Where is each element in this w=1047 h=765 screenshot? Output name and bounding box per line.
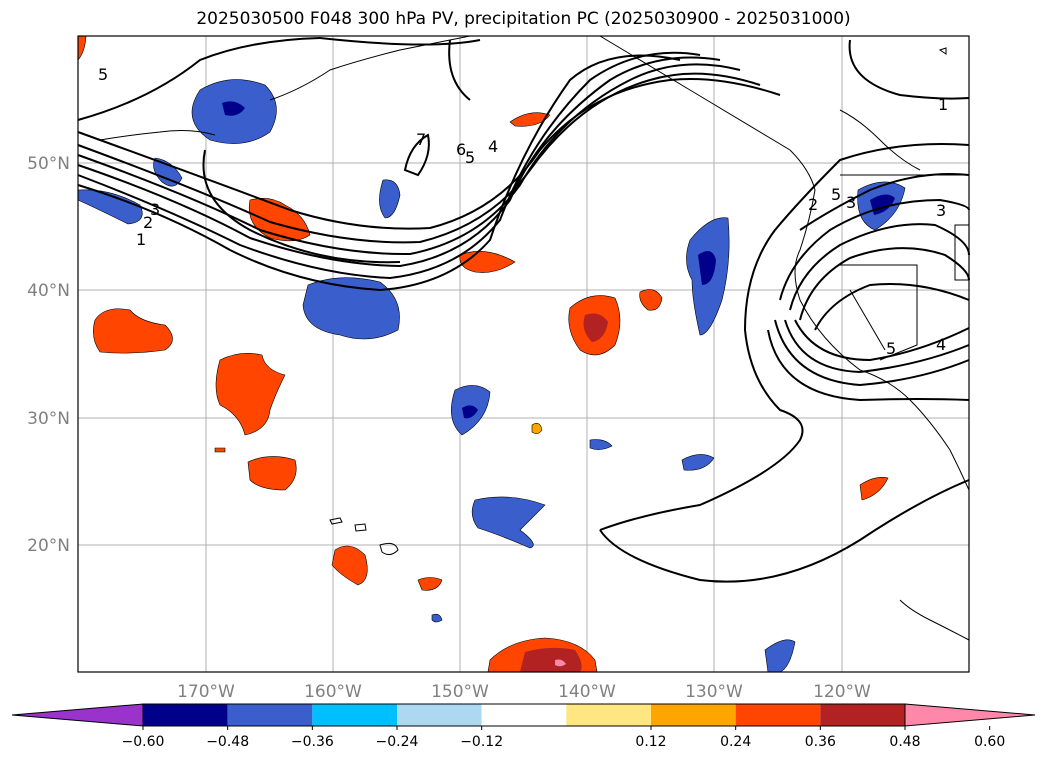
contour-label: 2 bbox=[808, 195, 818, 214]
colorbar-tick-label: −0.48 bbox=[206, 734, 249, 750]
colorbar-extend-low bbox=[11, 703, 144, 727]
colorbar-tick-label: 0.60 bbox=[974, 734, 1005, 750]
colorbar-segment bbox=[227, 704, 313, 726]
colorbar-tick-label: −0.36 bbox=[291, 734, 334, 750]
colorbar-segment bbox=[651, 704, 736, 726]
colorbar: −0.60 −0.48 −0.36 −0.24 −0.12 0.12 0.24 0.36 0.4… bbox=[11, 703, 1036, 750]
colorbar-tick-label: −0.12 bbox=[460, 734, 503, 750]
lon-label: 140°W bbox=[558, 682, 616, 702]
contour-label: 7 bbox=[416, 130, 426, 149]
contour-label: 3 bbox=[936, 201, 946, 220]
colorbar-tick-label: 0.48 bbox=[889, 734, 920, 750]
colorbar-segment bbox=[566, 704, 651, 726]
contour-label: 6 bbox=[456, 140, 466, 159]
contour-label: 4 bbox=[488, 137, 498, 156]
colorbar-segment bbox=[820, 704, 905, 726]
lat-label: 50°N bbox=[27, 154, 70, 174]
contour-label: 3 bbox=[150, 200, 160, 219]
colorbar-tick-label: 0.12 bbox=[635, 734, 666, 750]
colorbar-tick-label: 0.36 bbox=[805, 734, 836, 750]
gridlines bbox=[78, 36, 969, 672]
pv-contours bbox=[77, 37, 970, 583]
colorbar-extend-high bbox=[904, 703, 1036, 727]
contour-label: 5 bbox=[886, 339, 896, 358]
plot-title: 2025030500 F048 300 hPa PV, precipitatio… bbox=[196, 9, 851, 29]
contour-label: 5 bbox=[831, 185, 841, 204]
contour-label: 1 bbox=[136, 230, 146, 249]
longitude-labels: 170°W 160°W 150°W 140°W 130°W 120°W bbox=[177, 682, 871, 702]
latitude-labels: 50°N 40°N 30°N 20°N bbox=[27, 154, 70, 556]
contour-label: 3 bbox=[846, 193, 856, 212]
colorbar-segment bbox=[481, 704, 567, 726]
colorbar-tick-label: 0.24 bbox=[720, 734, 751, 750]
colorbar-tick-label: −0.24 bbox=[376, 734, 419, 750]
colorbar-border bbox=[142, 703, 906, 727]
lon-label: 120°W bbox=[813, 682, 871, 702]
pv-contour-labels: 5 7 6 5 4 3 2 1 5 2 3 1 3 5 4 bbox=[98, 65, 948, 358]
contour-label: 2 bbox=[143, 213, 153, 232]
colorbar-segment bbox=[312, 704, 397, 726]
lon-label: 150°W bbox=[431, 682, 489, 702]
lat-label: 30°N bbox=[27, 409, 70, 429]
contour-label: 1 bbox=[938, 95, 948, 114]
contour-label: 5 bbox=[98, 65, 108, 84]
contour-label: 5 bbox=[465, 148, 475, 167]
contour-label: 4 bbox=[936, 335, 946, 354]
colorbar-tick-label: −0.60 bbox=[122, 734, 165, 750]
precipitation-shading bbox=[77, 35, 906, 673]
lat-label: 40°N bbox=[27, 281, 70, 301]
lon-label: 160°W bbox=[304, 682, 362, 702]
lon-label: 170°W bbox=[177, 682, 235, 702]
coastlines bbox=[99, 35, 970, 641]
colorbar-segment bbox=[735, 704, 821, 726]
colorbar-segment bbox=[397, 704, 482, 726]
lon-label: 130°W bbox=[685, 682, 743, 702]
lat-label: 20°N bbox=[27, 536, 70, 556]
colorbar-segment bbox=[143, 704, 228, 726]
map-frame bbox=[77, 35, 970, 673]
